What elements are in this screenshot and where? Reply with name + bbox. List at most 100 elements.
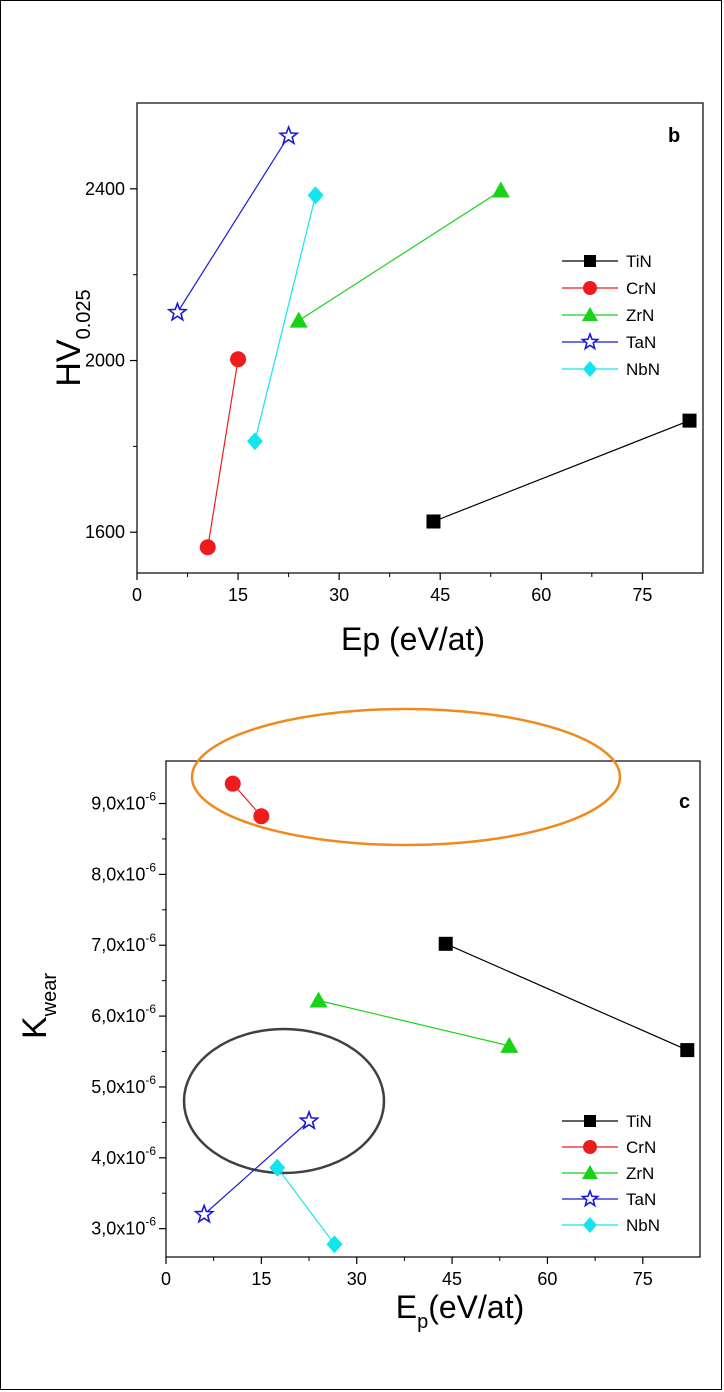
data-point-crn <box>253 808 269 824</box>
data-series <box>196 776 695 1254</box>
data-point-tin <box>426 514 440 528</box>
y-tick-label: 8,0x10-6 <box>91 860 156 884</box>
data-point-tin <box>680 1043 694 1057</box>
legend-label: TaN <box>626 1190 656 1209</box>
x-tick-labels: 0 15 30 45 60 75 <box>161 1269 653 1289</box>
legend-label: ZrN <box>626 1164 654 1183</box>
data-point-tan <box>169 303 186 319</box>
panel-letter: b <box>668 125 680 147</box>
y-axis-title: Kwear <box>16 973 61 1039</box>
legend-marker-zrn <box>582 307 598 321</box>
y-tick-label: 3,0x10-6 <box>91 1215 156 1239</box>
x-axis-title-rest: (eV/at) <box>428 1289 524 1325</box>
series-line <box>208 359 238 547</box>
data-point-nbn <box>247 432 263 450</box>
data-point-zrn <box>492 182 510 198</box>
data-point-nbn <box>308 186 324 204</box>
legend-marker-crn <box>583 1140 597 1154</box>
tick-marks <box>159 804 643 1264</box>
series-zrn <box>290 182 510 328</box>
series-line <box>319 1001 510 1046</box>
legend-label: CrN <box>626 1138 656 1157</box>
legend-marker-tin <box>584 1115 596 1127</box>
legend-label: TiN <box>626 1112 652 1131</box>
series-tan <box>169 127 297 320</box>
x-tick-label: 15 <box>251 1269 271 1289</box>
series-nbn <box>269 1159 342 1254</box>
legend-label: NbN <box>626 360 660 379</box>
legend-marker-tan <box>582 1191 597 1205</box>
y-axis-title-subscript: 0.025 <box>73 289 95 339</box>
data-point-tan <box>280 127 297 143</box>
legend-item-nbn: NbN <box>562 360 660 379</box>
legend-marker-zrn <box>582 1165 598 1179</box>
y-tick-label: 5,0x10-6 <box>91 1073 156 1097</box>
series-zrn <box>310 991 519 1052</box>
legend-item-tin: TiN <box>562 252 652 271</box>
data-point-tin <box>683 414 697 428</box>
legend-item-crn: CrN <box>562 1138 656 1157</box>
y-axis-title: HV0.025 <box>50 289 95 386</box>
legend-label: ZrN <box>626 306 654 325</box>
legend-item-crn: CrN <box>562 279 656 298</box>
x-tick-label: 45 <box>442 1269 462 1289</box>
x-tick-label: 30 <box>347 1269 367 1289</box>
legend-marker-nbn <box>583 1217 597 1233</box>
x-axis-title: Ep (eV/at) <box>341 621 485 657</box>
series-tan <box>196 1112 318 1222</box>
chart-panel-c: 0 15 30 45 60 75 3,0x10-64,0x10-65,0x10-66,0x… <box>16 709 700 1333</box>
legend-marker-nbn <box>583 361 597 377</box>
legend-item-zrn: ZrN <box>562 1164 654 1183</box>
series-line <box>446 944 688 1050</box>
panel-letter: c <box>679 791 690 813</box>
series-line <box>177 136 288 312</box>
series-line <box>255 195 316 441</box>
y-axis-title-main: K <box>16 1016 54 1039</box>
x-tick-label: 75 <box>632 585 652 605</box>
legend-marker-crn <box>583 281 597 295</box>
series-line <box>204 1121 309 1215</box>
y-tick-label: 1600 <box>85 522 125 542</box>
y-tick-labels: 1600 2000 2400 <box>85 179 125 542</box>
x-tick-label: 0 <box>132 585 142 605</box>
y-tick-label: 4,0x10-6 <box>91 1144 156 1168</box>
chart-panel-b: 0 15 30 45 60 75 160020002400 b Ep (eV/at) HV… <box>50 103 703 657</box>
x-tick-label: 60 <box>537 1269 557 1289</box>
legend-item-nbn: NbN <box>562 1216 660 1235</box>
data-point-zrn <box>310 991 328 1007</box>
legend-label: TaN <box>626 333 656 352</box>
x-tick-label: 30 <box>329 585 349 605</box>
y-axis-title-main: HV <box>50 339 88 387</box>
series-tin <box>426 414 696 529</box>
x-tick-label: 45 <box>430 585 450 605</box>
y-tick-label: 7,0x10-6 <box>91 931 156 955</box>
x-axis-title: Ep(eV/at) <box>396 1289 525 1333</box>
legend-item-zrn: ZrN <box>562 306 654 325</box>
x-tick-label: 15 <box>228 585 248 605</box>
y-tick-label: 2000 <box>85 351 125 371</box>
legend-marker-tin <box>584 255 596 267</box>
data-series <box>169 127 697 555</box>
legend-item-tin: TiN <box>562 1112 652 1131</box>
series-line <box>434 421 690 522</box>
y-tick-label: 6,0x10-6 <box>91 1002 156 1026</box>
tick-marks <box>130 189 642 580</box>
series-line <box>299 191 501 321</box>
data-point-crn <box>230 351 246 367</box>
data-point-tin <box>439 937 453 951</box>
series-crn <box>200 351 246 555</box>
y-tick-label: 9,0x10-6 <box>91 790 156 814</box>
legend-item-tan: TaN <box>562 1190 656 1209</box>
data-point-tan <box>196 1205 213 1221</box>
legend-label: TiN <box>626 252 652 271</box>
highlight-ellipse-orange <box>192 709 620 845</box>
legend: TiN CrN ZrN TaN NbN <box>562 1112 660 1235</box>
x-axis-title-subscript: p <box>417 1311 428 1333</box>
x-tick-label: 0 <box>161 1269 171 1289</box>
y-tick-label: 2400 <box>85 179 125 199</box>
y-tick-labels: 3,0x10-6 4,0x10-6 5,0x10-6 6,0x10-6 7,0x10-6… <box>91 790 156 1239</box>
data-point-zrn <box>290 312 308 328</box>
series-tin <box>439 937 695 1057</box>
legend-marker-tan <box>582 334 597 348</box>
